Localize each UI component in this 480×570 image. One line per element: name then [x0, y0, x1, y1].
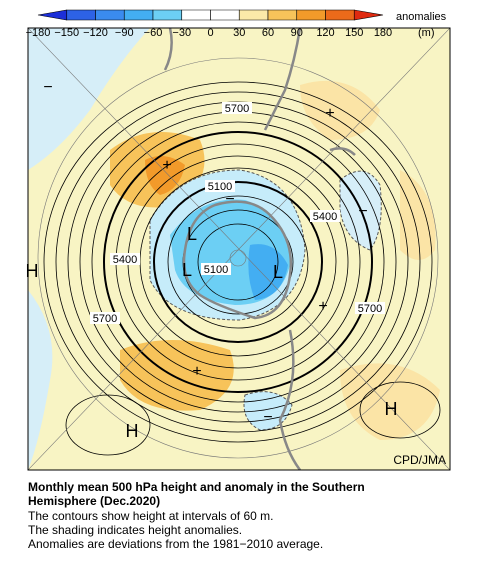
- colorbar-segment: [210, 9, 240, 21]
- colorbar-segment: [325, 9, 355, 21]
- contour-label: 5400: [113, 254, 137, 266]
- colorbar-tick-label: 60: [262, 27, 274, 39]
- anomaly-positive: [340, 363, 440, 440]
- colorbar-tick-label: −180: [26, 27, 51, 39]
- map-symbol: −: [263, 409, 272, 426]
- map-symbol: −: [358, 203, 367, 220]
- map-symbol: L: [187, 224, 197, 244]
- legend-title: anomalies: [396, 11, 447, 23]
- colorbar-segment: [152, 9, 183, 21]
- map-symbol: H: [126, 421, 139, 441]
- colorbar-tick-label: −90: [115, 27, 134, 39]
- contour-label-bg: [110, 253, 140, 265]
- contour-label-bg: [222, 102, 252, 114]
- map-symbol: L: [182, 260, 192, 280]
- contour-label: 5700: [225, 103, 249, 115]
- colorbar-segment: [181, 9, 211, 21]
- colorbar-tick-label: 0: [207, 27, 213, 39]
- map-symbol: −: [43, 79, 52, 96]
- contour-label-bg: [310, 210, 340, 222]
- colorbar-segment: [66, 9, 96, 21]
- anomaly-positive: [145, 156, 185, 195]
- colorbar-segment: [37, 9, 68, 21]
- colorbar-segment: [123, 9, 154, 21]
- caption-line: Anomalies are deviations from the 1981−2…: [28, 537, 324, 551]
- anomaly-positive: [300, 80, 380, 140]
- contour-label-bg: [355, 302, 385, 314]
- caption-line: The contours show height at intervals of…: [28, 509, 274, 523]
- map-area: [28, 28, 450, 470]
- caption-title: Hemisphere (Dec.2020): [28, 494, 161, 508]
- colorbar-tick-label: 150: [345, 27, 363, 39]
- caption-line: The shading indicates height anomalies.: [28, 523, 243, 537]
- legend-unit: (m): [418, 27, 435, 39]
- anomaly-negative: [28, 290, 53, 470]
- contour-label-bg: [90, 312, 120, 324]
- anomaly-positive: [400, 170, 436, 260]
- colorbar-tick-label: 90: [291, 27, 303, 39]
- colorbar-segment: [267, 9, 298, 21]
- colorbar-tick-label: −30: [172, 27, 191, 39]
- map-symbol: H: [26, 261, 39, 281]
- height-contours: [43, 81, 441, 456]
- graticule: [28, 28, 450, 470]
- colorbar-segment: [296, 9, 326, 21]
- contour-label: 5700: [358, 303, 382, 315]
- contour-label: 5100: [204, 264, 228, 276]
- map-symbol: +: [325, 105, 334, 122]
- map-symbol: L: [273, 262, 283, 282]
- map-symbol: +: [318, 298, 327, 315]
- map-figure: −180 −150 −120 −90 −60 −30 0 30 60 90 120 150 180 ano…: [26, 9, 451, 471]
- colorbar-tick-label: −120: [83, 27, 108, 39]
- colorbar-tick-label: 180: [374, 27, 392, 39]
- map-symbol: −: [225, 191, 234, 208]
- colorbar-segment: [353, 9, 384, 21]
- caption-title: Monthly mean 500 hPa height and anomaly …: [28, 480, 365, 494]
- colorbar-segment: [95, 9, 125, 21]
- map-symbol: +: [192, 363, 201, 380]
- contour-label-bg: [201, 263, 231, 275]
- colorbar-tick-label: 30: [233, 27, 245, 39]
- colorbar-tick-label: 120: [316, 27, 334, 39]
- contour-label-bg: [205, 180, 235, 192]
- credit: CPD/JMA: [393, 453, 446, 467]
- contour-label: 5100: [208, 181, 232, 193]
- anomaly-negative: [28, 28, 150, 170]
- contour-label: 5400: [313, 211, 337, 223]
- map-symbol: +: [162, 157, 171, 174]
- coastline: [163, 28, 356, 470]
- colorbar-tick-label: −60: [144, 27, 163, 39]
- map-frame: [27, 27, 451, 471]
- map-symbol: H: [385, 399, 398, 419]
- colorbar-segment: [238, 9, 269, 21]
- contour-label: 5700: [93, 313, 117, 325]
- colorbar-tick-label: −150: [54, 27, 79, 39]
